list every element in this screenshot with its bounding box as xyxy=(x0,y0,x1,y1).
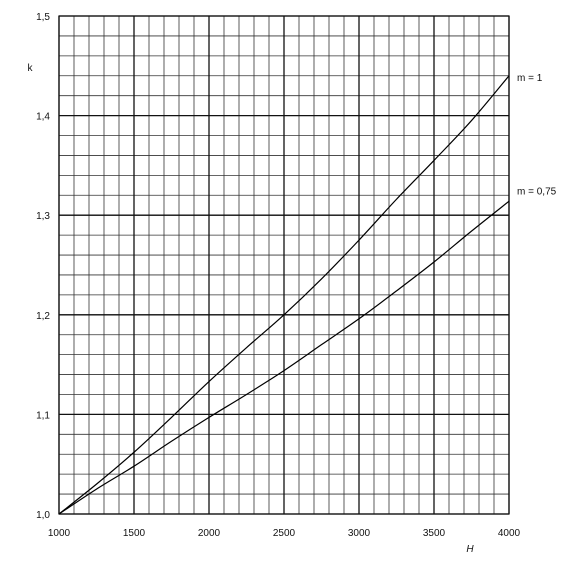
y-tick-label: 1,2 xyxy=(36,311,50,322)
series-layer: m = 1 m = 0,75 xyxy=(58,73,557,515)
y-tick-label: 1,4 xyxy=(36,112,50,123)
x-tick-label: 1500 xyxy=(123,528,146,539)
x-tick-label: 4000 xyxy=(498,528,521,539)
x-tick-label: 2000 xyxy=(198,528,221,539)
y-tick-label: 1,1 xyxy=(36,410,50,421)
y-tick-label: 1,0 xyxy=(36,510,50,521)
x-tick-label: 2500 xyxy=(273,528,296,539)
plot-frame xyxy=(58,15,510,515)
y-tick-label: 1,5 xyxy=(36,12,50,23)
y-axis-label: k xyxy=(28,63,34,74)
x-tick-label: 3000 xyxy=(348,528,371,539)
grid-major xyxy=(58,15,510,515)
y-tick-label: 1,3 xyxy=(36,211,50,222)
x-tick-label: 3500 xyxy=(423,528,446,539)
x-tick-label: 1000 xyxy=(48,528,71,539)
series-label: m = 1 xyxy=(517,73,543,84)
series-line-m-1 xyxy=(58,75,510,515)
series-line-m-0-75 xyxy=(58,200,510,515)
tick-labels: 1000 1500 2000 2500 3000 3500 4000 1,0 1,1 1,2 1,3… xyxy=(36,12,520,539)
x-axis-label: H xyxy=(466,544,474,555)
series-label: m = 0,75 xyxy=(517,186,557,197)
